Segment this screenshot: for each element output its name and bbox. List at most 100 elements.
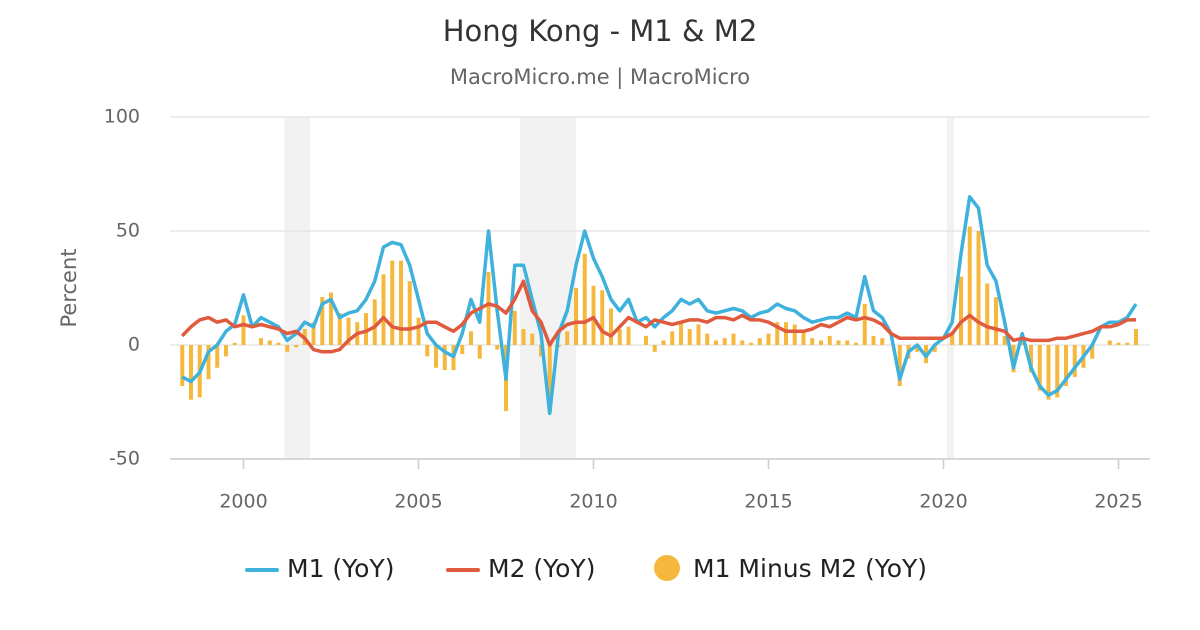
bar bbox=[757, 338, 762, 345]
bar bbox=[442, 345, 447, 371]
y-tick-label: 100 bbox=[104, 106, 140, 128]
bar bbox=[232, 342, 237, 345]
bar bbox=[880, 338, 885, 345]
bar bbox=[626, 326, 631, 345]
bar bbox=[276, 342, 281, 345]
bar bbox=[600, 290, 605, 345]
x-tick-label: 2025 bbox=[1094, 491, 1142, 513]
bar bbox=[784, 322, 788, 345]
bar bbox=[206, 345, 211, 380]
x-tick-label: 2015 bbox=[744, 491, 792, 513]
bar bbox=[539, 345, 543, 357]
bar bbox=[1090, 345, 1095, 359]
axis-layer: -50 0 50 100 2000 2005 2010 2015 2020 2025 bbox=[104, 106, 1143, 513]
bar bbox=[460, 345, 465, 355]
bar bbox=[495, 345, 500, 350]
bar bbox=[1107, 340, 1112, 345]
x-tick-label: 2000 bbox=[219, 491, 267, 513]
bar bbox=[862, 303, 867, 345]
bar bbox=[521, 329, 526, 345]
bar bbox=[1046, 345, 1051, 400]
bar bbox=[486, 272, 491, 345]
bar bbox=[959, 276, 963, 345]
bar bbox=[819, 340, 823, 345]
bar bbox=[530, 333, 535, 345]
bar bbox=[687, 329, 692, 345]
y-tick-label: 50 bbox=[116, 220, 140, 242]
bar bbox=[775, 322, 780, 345]
bar bbox=[967, 226, 972, 345]
bar bbox=[547, 345, 552, 414]
bar bbox=[381, 274, 386, 345]
bar bbox=[1037, 345, 1042, 391]
series-line bbox=[180, 279, 1136, 354]
bar bbox=[714, 340, 718, 345]
bar bbox=[670, 331, 675, 345]
bar bbox=[582, 253, 587, 345]
bar bbox=[1029, 345, 1033, 373]
bar bbox=[574, 288, 578, 345]
legend-label: M2 (YoY) bbox=[488, 554, 595, 583]
bar bbox=[644, 335, 648, 345]
bar bbox=[679, 322, 683, 345]
bar bbox=[915, 345, 920, 352]
bar bbox=[1134, 329, 1138, 345]
bar bbox=[224, 345, 228, 357]
bar bbox=[434, 345, 438, 368]
shaded-range bbox=[284, 117, 310, 459]
bar bbox=[792, 324, 797, 345]
bar bbox=[696, 324, 701, 345]
bar bbox=[407, 281, 412, 345]
bar bbox=[617, 329, 622, 345]
y-tick-label: 0 bbox=[128, 334, 140, 356]
bar bbox=[477, 345, 482, 359]
bar bbox=[364, 313, 368, 345]
bar bbox=[329, 292, 333, 345]
bar bbox=[766, 333, 771, 345]
bar bbox=[854, 342, 858, 345]
legend-label: M1 (YoY) bbox=[287, 554, 394, 583]
bar bbox=[740, 340, 745, 345]
bar bbox=[1002, 335, 1007, 345]
bar bbox=[897, 345, 902, 387]
bar bbox=[810, 338, 815, 345]
bar bbox=[661, 340, 666, 345]
bar bbox=[871, 335, 876, 345]
bar bbox=[399, 260, 403, 345]
bar bbox=[749, 342, 753, 345]
bar bbox=[1064, 345, 1068, 387]
bar bbox=[591, 285, 596, 345]
chart-subtitle: MacroMicro.me | MacroMicro bbox=[450, 65, 750, 90]
bar bbox=[267, 340, 272, 345]
bar bbox=[180, 345, 185, 387]
shaded-range bbox=[947, 117, 954, 459]
bar bbox=[294, 345, 298, 348]
legend-swatch bbox=[654, 555, 680, 581]
bar bbox=[285, 345, 290, 352]
grid-layer bbox=[170, 116, 1150, 460]
y-axis-label: Percent bbox=[57, 248, 81, 327]
x-tick-label: 2010 bbox=[569, 491, 617, 513]
shading-layer bbox=[284, 117, 954, 459]
bar bbox=[950, 333, 955, 345]
bar bbox=[985, 283, 990, 345]
bar bbox=[1055, 345, 1060, 398]
bar bbox=[311, 322, 316, 345]
chart-title: Hong Kong - M1 & M2 bbox=[443, 14, 758, 48]
bar bbox=[976, 231, 981, 345]
bar bbox=[372, 299, 377, 345]
bar bbox=[320, 297, 325, 345]
bar bbox=[609, 308, 613, 345]
bar bbox=[705, 333, 710, 345]
bar bbox=[416, 317, 421, 345]
bar bbox=[731, 333, 736, 345]
bar bbox=[652, 345, 657, 352]
x-tick-label: 2005 bbox=[394, 491, 442, 513]
bar bbox=[512, 310, 517, 345]
bar bbox=[259, 338, 263, 345]
bar bbox=[337, 313, 342, 345]
bar bbox=[845, 340, 850, 345]
bar bbox=[836, 340, 841, 345]
